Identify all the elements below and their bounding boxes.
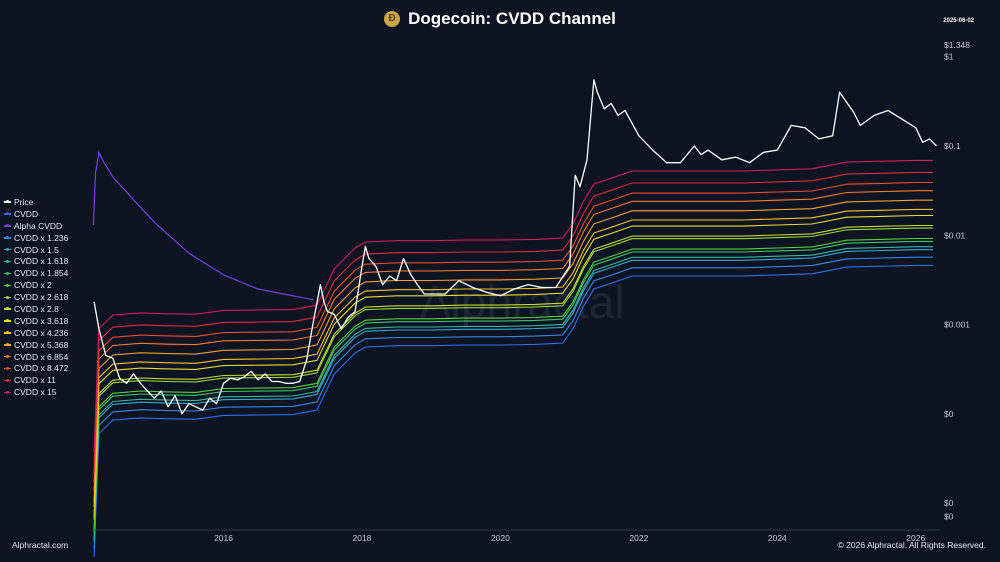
snapshot-date: 2025-06-02 [943,18,974,24]
x-axis: 2016 2018 2020 2022 2024 2026 [92,529,940,543]
series-alpha-cvdd [92,150,314,301]
title-container: Ð Dogecoin: CVDD Channel [0,8,1000,29]
y-tick-6: $0 [944,498,954,508]
series-cvdd-x-8-472 [93,181,934,475]
x-tick-2020: 2020 [491,533,510,543]
legend: Price CVDD Alpha CVDD CVDD x 1.236 CVDD x 1.… [4,196,68,398]
series-cvdd [93,264,934,557]
legend-item-cvdd-x-1-236[interactable]: CVDD x 1.236 [4,232,68,244]
chart-title: Dogecoin: CVDD Channel [408,8,616,28]
x-tick-2026: 2026 [906,533,925,543]
legend-item-cvdd-x-2-618[interactable]: CVDD x 2.618 [4,291,68,303]
series-price [93,79,937,415]
legend-item-cvdd-x-6-854[interactable]: CVDD x 6.854 [4,351,68,363]
legend-item-cvdd[interactable]: CVDD [4,208,68,220]
legend-marker-icon [4,246,11,253]
legend-item-cvdd-x-3-618[interactable]: CVDD x 3.618 [4,315,68,327]
chart-title-group: Ð Dogecoin: CVDD Channel [384,9,616,29]
legend-marker-icon [4,377,11,384]
legend-item-alpha-cvdd[interactable]: Alpha CVDD [4,220,68,232]
legend-marker-icon [4,317,11,324]
footer-site[interactable]: Alphractal.com [12,540,69,550]
legend-marker-icon [4,234,11,241]
legend-label: CVDD x 2 [14,280,52,291]
legend-label: CVDD x 1.5 [14,244,59,255]
y-tick-0: $1.348 [944,40,970,50]
legend-label: CVDD x 1.236 [14,232,69,243]
legend-item-cvdd-x-1-618[interactable]: CVDD x 1.618 [4,255,68,267]
legend-marker-icon [4,365,11,372]
legend-label: Alpha CVDD [14,220,63,231]
y-tick-5: $0 [944,409,954,419]
series-cvdd-x-4-236 [93,208,934,501]
series-cvdd-x-2 [93,237,934,531]
legend-item-cvdd-x-5-368[interactable]: CVDD x 5.368 [4,339,68,351]
legend-label: CVDD x 1.854 [14,268,69,279]
price-group [93,79,937,415]
legend-marker-icon [4,353,11,360]
legend-marker-icon [4,258,11,265]
legend-label: CVDD x 2.8 [14,303,59,314]
legend-label: CVDD x 3.618 [14,315,69,326]
legend-marker-icon [4,198,11,205]
cvdd-bands [93,159,934,557]
legend-item-cvdd-x-11[interactable]: CVDD x 11 [4,374,68,386]
series-cvdd-x-2-8 [93,224,934,518]
legend-marker-icon [4,389,11,396]
legend-label: CVDD x 4.236 [14,327,69,338]
y-tick-4: $0.001 [944,320,970,330]
legend-item-cvdd-x-8-472[interactable]: CVDD x 8.472 [4,362,68,374]
y-tick-2: $0.1 [944,141,961,151]
legend-label: CVDD [14,208,39,219]
legend-item-cvdd-x-1-5[interactable]: CVDD x 1.5 [4,244,68,256]
series-cvdd-x-2-618 [93,227,934,520]
series-cvdd-x-1-5 [93,249,934,542]
legend-item-cvdd-x-15[interactable]: CVDD x 15 [4,386,68,398]
series-cvdd-x-5-368 [93,199,934,492]
y-axis: $1.348 $1 $0.1 $0.01 $0.001 $0 $0 $0 [944,40,970,521]
y-tick-3: $0.01 [944,230,966,240]
legend-label: CVDD x 5.368 [14,339,69,350]
legend-label: CVDD x 6.854 [14,351,69,362]
legend-label: Price [14,196,34,207]
legend-label: CVDD x 11 [14,375,56,386]
legend-label: CVDD x 15 [14,387,57,398]
x-tick-2016: 2016 [214,533,233,543]
legend-item-cvdd-x-2-8[interactable]: CVDD x 2.8 [4,303,68,315]
legend-marker-icon [4,341,11,348]
footer-copyright: © 2026 Alphractal. All Rights Reserved. [837,540,986,550]
legend-item-cvdd-x-4-236[interactable]: CVDD x 4.236 [4,327,68,339]
legend-marker-icon [4,329,11,336]
legend-marker-icon [4,210,11,217]
legend-marker-icon [4,282,11,289]
y-tick-7: $0 [944,511,954,521]
y-tick-1: $1 [944,52,954,62]
legend-item-cvdd-x-1-854[interactable]: CVDD x 1.854 [4,267,68,279]
x-tick-2018: 2018 [353,533,372,543]
x-tick-2022: 2022 [629,533,648,543]
series-cvdd-x-1-618 [93,246,934,539]
legend-label: CVDD x 2.618 [14,292,69,303]
alpha-cvdd-group [92,150,314,301]
legend-marker-icon [4,222,11,229]
series-cvdd-x-11 [93,171,934,464]
legend-marker-icon [4,305,11,312]
legend-marker-icon [4,294,11,301]
legend-item-price[interactable]: Price [4,196,68,208]
series-cvdd-x-3-618 [93,214,934,508]
series-cvdd-x-15 [93,159,934,452]
series-cvdd-x-1-854 [93,240,934,533]
legend-label: CVDD x 8.472 [14,363,69,374]
x-tick-2024: 2024 [768,533,787,543]
legend-label: CVDD x 1.618 [14,256,69,267]
dogecoin-logo-icon: Ð [384,10,401,27]
legend-item-cvdd-x-2[interactable]: CVDD x 2 [4,279,68,291]
series-cvdd-x-1-236 [93,256,934,549]
legend-marker-icon [4,270,11,277]
series-cvdd-x-6-854 [93,190,934,483]
